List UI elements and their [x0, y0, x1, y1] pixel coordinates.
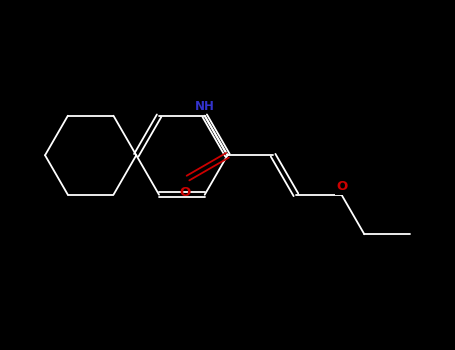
Text: NH: NH [195, 100, 215, 113]
Text: O: O [179, 186, 191, 199]
Text: O: O [336, 181, 347, 194]
